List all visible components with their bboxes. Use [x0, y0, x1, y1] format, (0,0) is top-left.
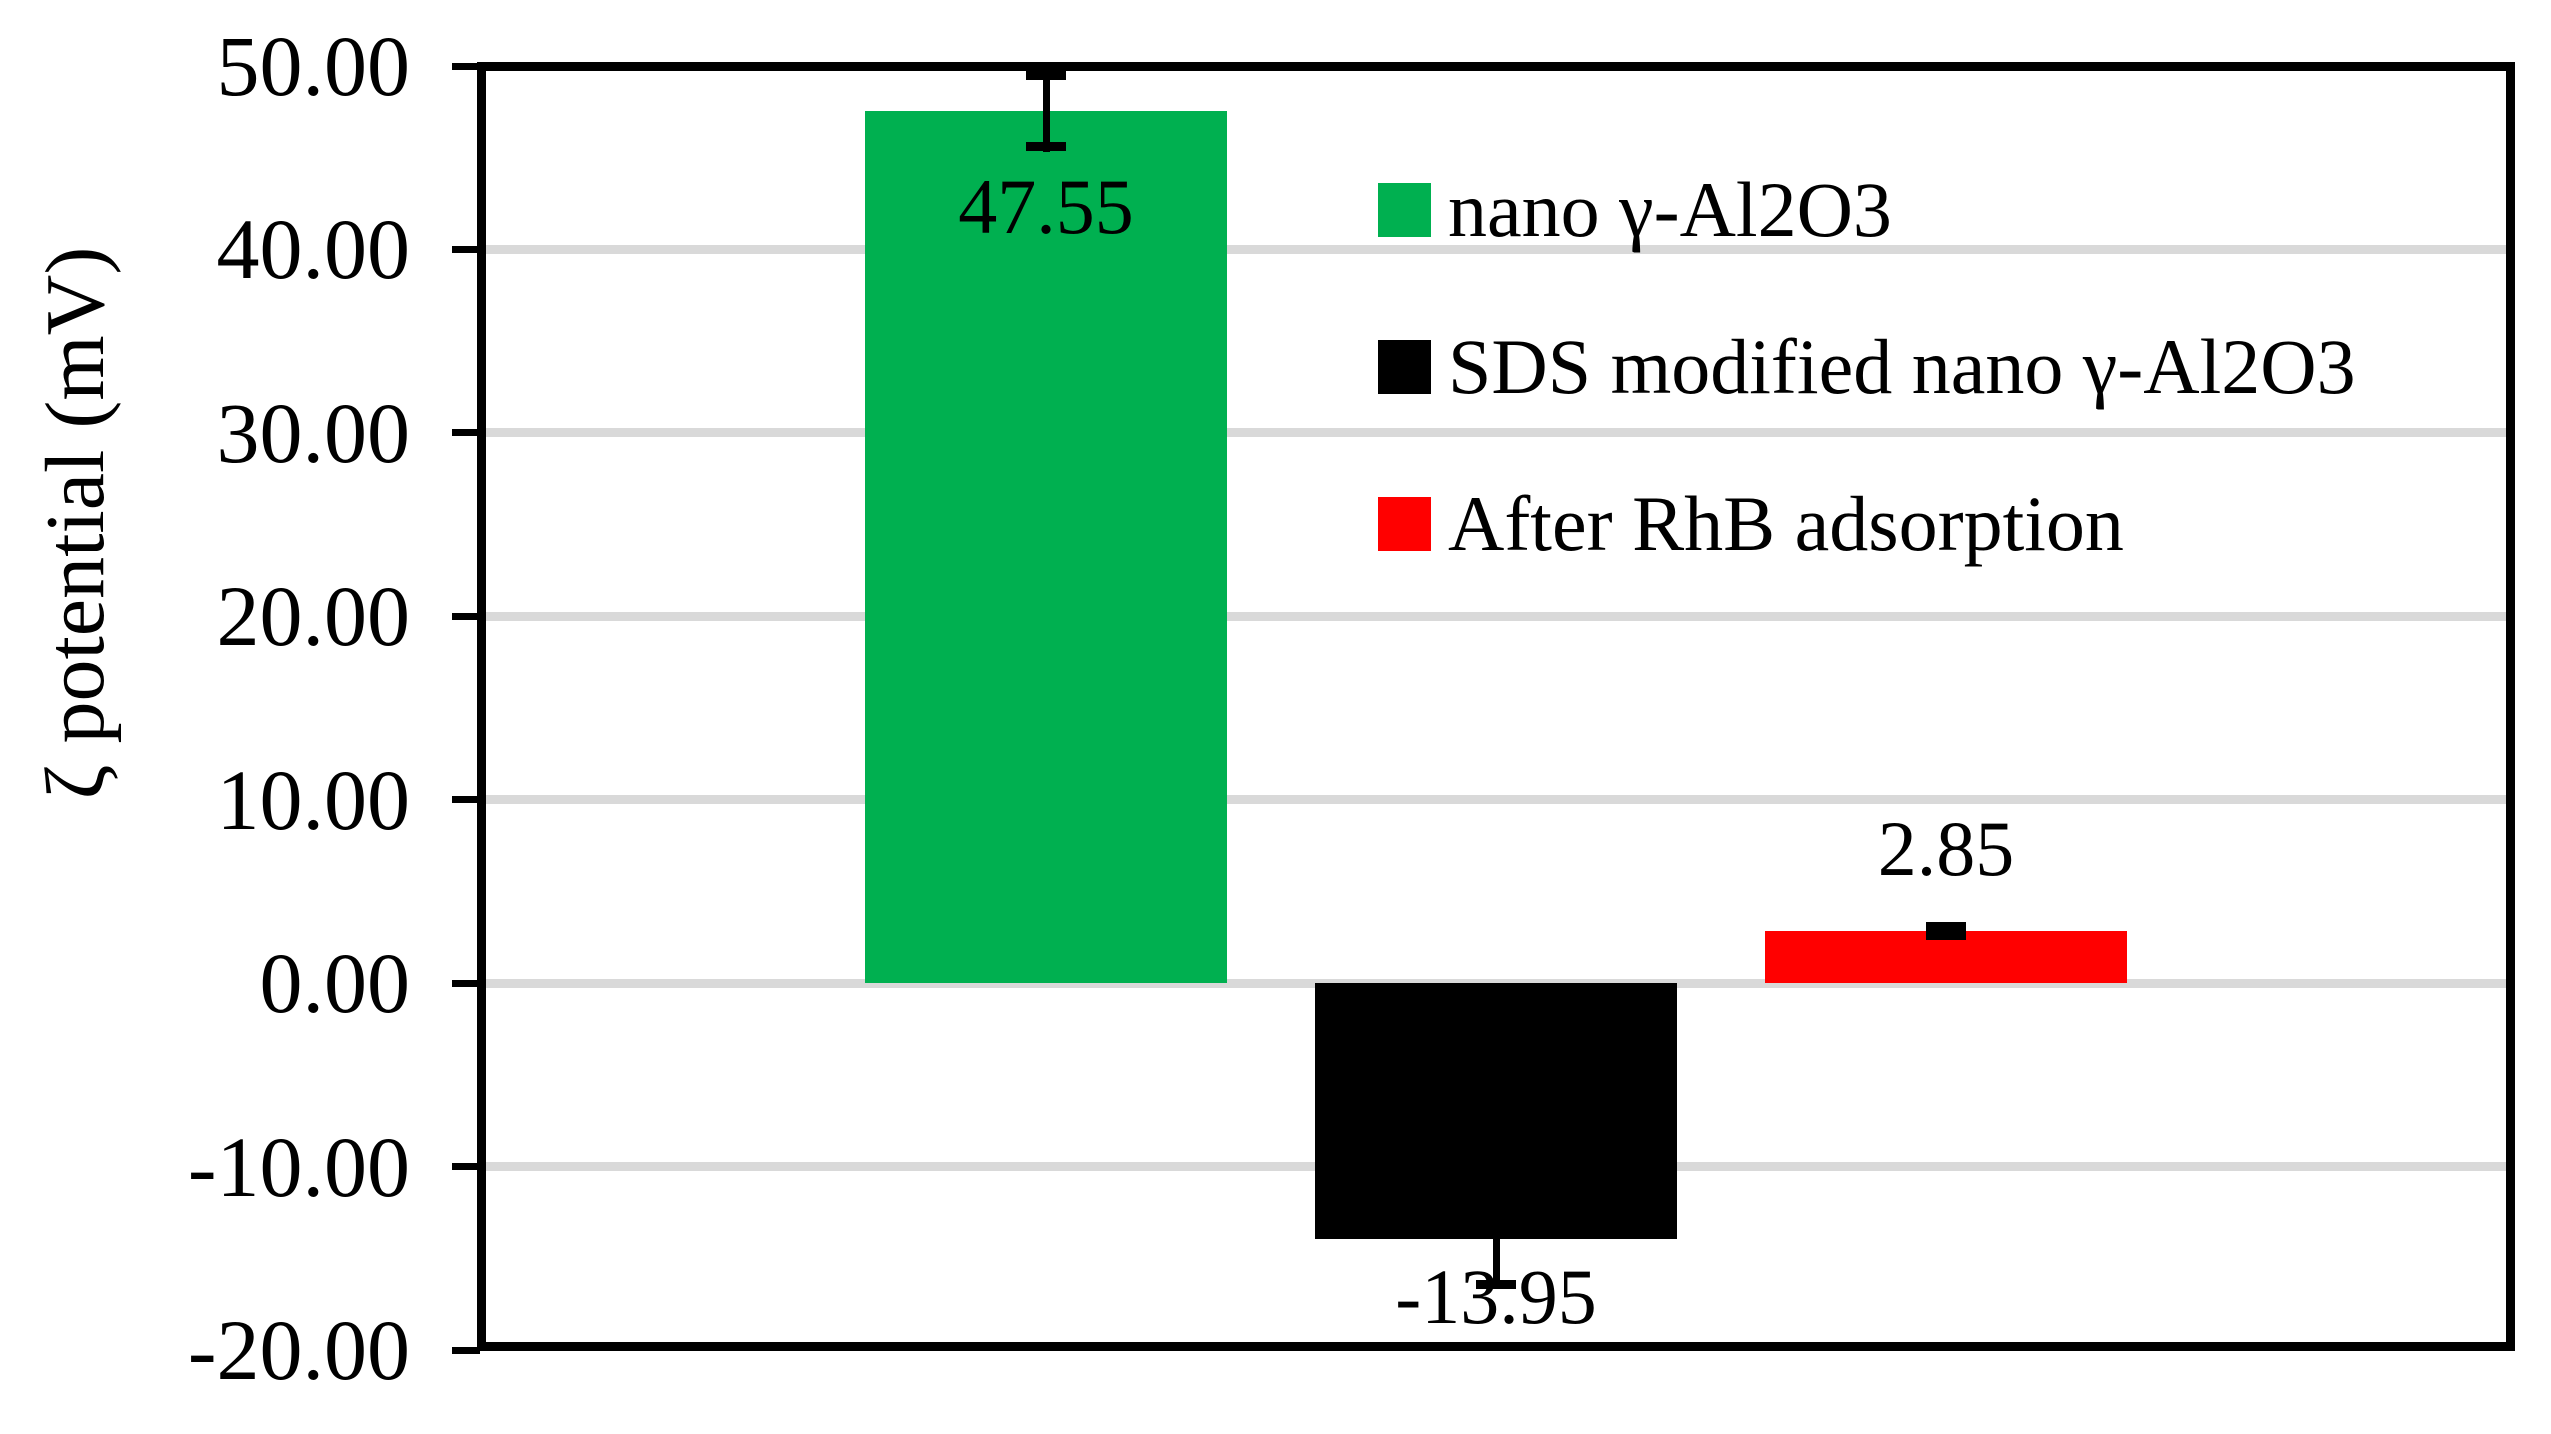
legend-label: SDS modified nano γ-Al2O3 — [1448, 323, 2356, 410]
gridline — [486, 428, 2506, 437]
legend-swatch-red — [1378, 497, 1431, 551]
error-bar-whisker — [1043, 71, 1050, 152]
y-tick-mark — [452, 246, 480, 253]
legend-swatch-black — [1378, 340, 1431, 394]
y-tick-label: 40.00 — [216, 201, 411, 297]
legend-item-after-rhb: After RhB adsorption — [1378, 485, 2356, 563]
error-bar-cap — [1476, 1280, 1516, 1289]
error-bar-whisker — [1493, 1190, 1500, 1289]
data-label-sds-modified: -13.95 — [1395, 1253, 1597, 1340]
gridline — [486, 795, 2506, 804]
y-tick-mark — [452, 429, 480, 436]
y-tick-mark — [452, 613, 480, 620]
plot-area-frame — [477, 62, 2515, 1351]
data-label-after-rhb: 2.85 — [1877, 805, 2015, 892]
y-tick-label: 10.00 — [216, 752, 411, 848]
legend-label: After RhB adsorption — [1448, 480, 2124, 567]
y-tick-label: 20.00 — [216, 568, 411, 664]
y-tick-label: 0.00 — [259, 935, 411, 1031]
y-tick-mark — [452, 63, 480, 70]
legend: nano γ-Al2O3 SDS modified nano γ-Al2O3 A… — [1378, 171, 2356, 654]
y-tick-label: -20.00 — [187, 1302, 410, 1398]
error-bar-cap — [1026, 71, 1066, 80]
legend-swatch-green — [1378, 183, 1431, 237]
gridline — [486, 612, 2506, 621]
y-tick-mark — [452, 1347, 480, 1354]
y-tick-label: 50.00 — [216, 18, 411, 114]
bar-nano-al2o3 — [865, 111, 1227, 983]
error-bar-cap — [1926, 922, 1966, 931]
y-tick-mark — [452, 980, 480, 987]
y-tick-label: 30.00 — [216, 385, 411, 481]
gridline — [486, 245, 2506, 254]
error-bar-cap — [1476, 1190, 1516, 1199]
legend-item-nano-al2o3: nano γ-Al2O3 — [1378, 171, 2356, 249]
y-tick-mark — [452, 796, 480, 803]
legend-item-sds-modified: SDS modified nano γ-Al2O3 — [1378, 328, 2356, 406]
y-tick-label: -10.00 — [187, 1119, 410, 1215]
error-bar-cap — [1026, 142, 1066, 151]
data-label-nano-al2o3: 47.55 — [958, 163, 1134, 250]
error-bar-cap — [1926, 931, 1966, 940]
y-tick-mark — [452, 1163, 480, 1170]
y-axis-title: ζ potential (mV) — [29, 246, 122, 800]
legend-label: nano γ-Al2O3 — [1448, 166, 1892, 253]
